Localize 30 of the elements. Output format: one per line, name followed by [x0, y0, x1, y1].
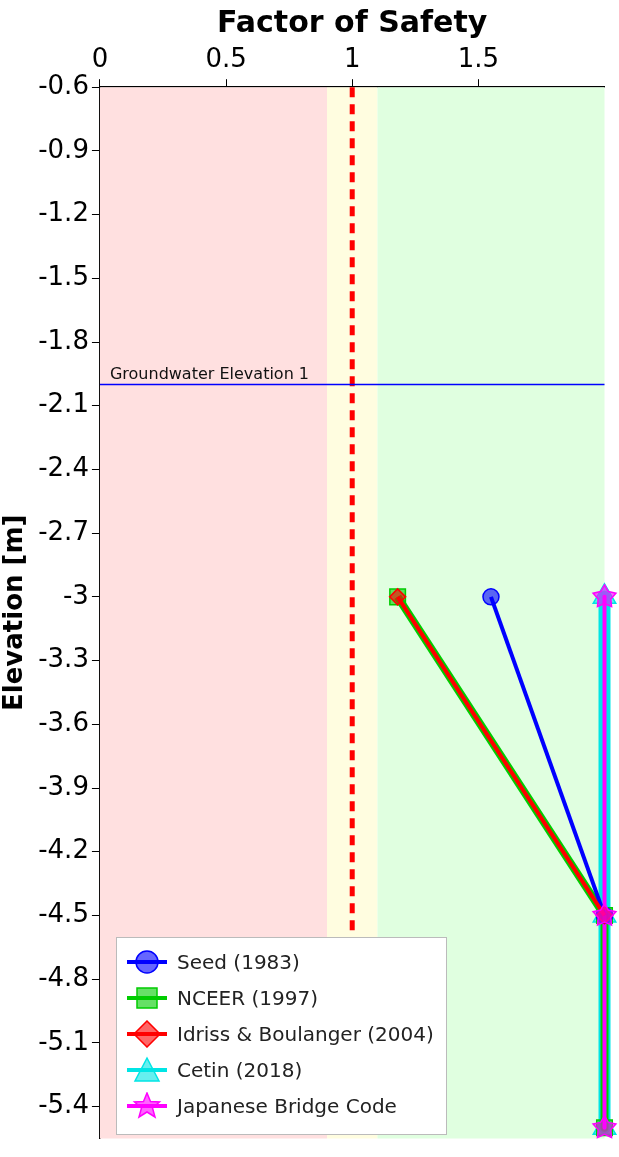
y-tick-label: -1.8: [38, 324, 89, 355]
legend-label: Seed (1983): [177, 950, 300, 974]
y-tick-label: -2.4: [38, 452, 89, 483]
legend-label: NCEER (1997): [177, 986, 318, 1010]
y-tick-label: -0.9: [38, 133, 89, 164]
x-axis-title: Factor of Safety: [217, 3, 488, 39]
y-tick-label: -2.1: [38, 388, 89, 419]
x-tick-label: 0.5: [205, 43, 247, 74]
y-tick-label: -3.3: [38, 643, 89, 674]
y-tick-label: -4.2: [38, 834, 89, 865]
y-tick-label: -5.1: [38, 1025, 89, 1056]
y-tick-label: -5.4: [38, 1089, 89, 1120]
legend-label: Cetin (2018): [177, 1058, 303, 1082]
point: [482, 588, 500, 606]
y-tick-label: -4.8: [38, 961, 89, 992]
x-tick-label: 1.5: [457, 43, 500, 74]
y-tick-label: -0.6: [38, 69, 89, 100]
ref-line-label: Groundwater Elevation 1: [109, 363, 310, 383]
y-tick-label: -3: [62, 579, 89, 610]
legend-label: Idriss & Boulanger (2004): [177, 1022, 434, 1046]
x-tick-label: 1: [343, 43, 361, 74]
y-tick-label: -3.9: [38, 770, 89, 801]
y-tick-label: -4.5: [38, 898, 89, 929]
y-tick-label: -3.6: [38, 707, 89, 738]
y-axis-title: Elevation [m]: [0, 514, 29, 712]
y-tick-label: -2.7: [38, 515, 89, 546]
legend-label: Japanese Bridge Code: [177, 1094, 397, 1118]
x-tick-label: 0: [91, 43, 109, 74]
y-tick-label: -1.5: [38, 261, 89, 292]
y-tick-label: -1.2: [38, 197, 89, 228]
